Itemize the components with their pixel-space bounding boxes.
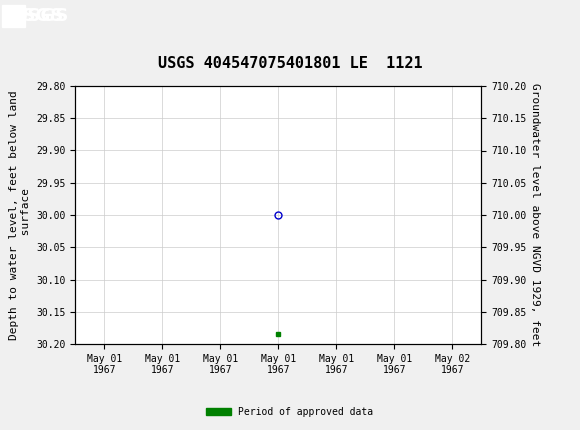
Text: USGS: USGS bbox=[13, 7, 68, 25]
Legend: Period of approved data: Period of approved data bbox=[202, 403, 378, 421]
Text: USGS 404547075401801 LE  1121: USGS 404547075401801 LE 1121 bbox=[158, 56, 422, 71]
Y-axis label: Groundwater level above NGVD 1929, feet: Groundwater level above NGVD 1929, feet bbox=[530, 83, 540, 347]
Text: USGS: USGS bbox=[9, 7, 64, 25]
FancyBboxPatch shape bbox=[2, 5, 25, 28]
Y-axis label: Depth to water level, feet below land
 surface: Depth to water level, feet below land su… bbox=[9, 90, 31, 340]
